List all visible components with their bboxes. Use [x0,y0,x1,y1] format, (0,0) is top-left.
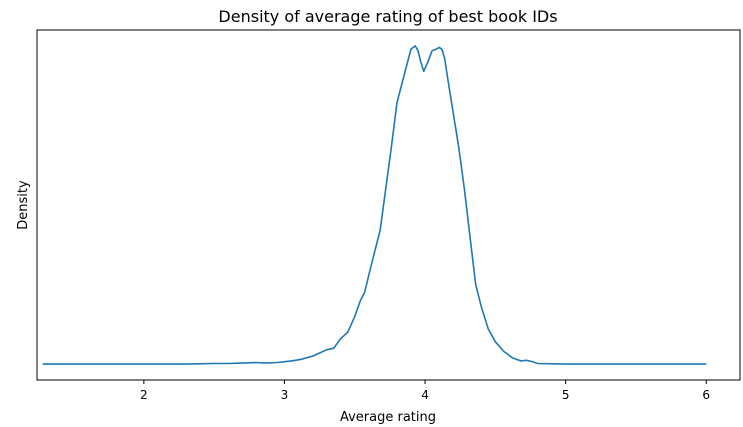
x-axis-label: Average rating [340,410,436,425]
x-tick-label: 4 [421,388,429,402]
plot-area-frame [36,29,741,381]
chart-title: Density of average rating of best book I… [218,7,557,26]
x-tick-label: 3 [281,388,289,402]
y-axis-label: Density [16,180,31,230]
x-axis-ticks: 2 3 4 5 6 [140,380,710,402]
x-tick-label: 5 [562,388,570,402]
x-tick-label: 2 [140,388,148,402]
x-tick-label: 6 [702,388,710,402]
plot-layer [42,45,707,365]
density-line-series-0 [42,45,707,365]
